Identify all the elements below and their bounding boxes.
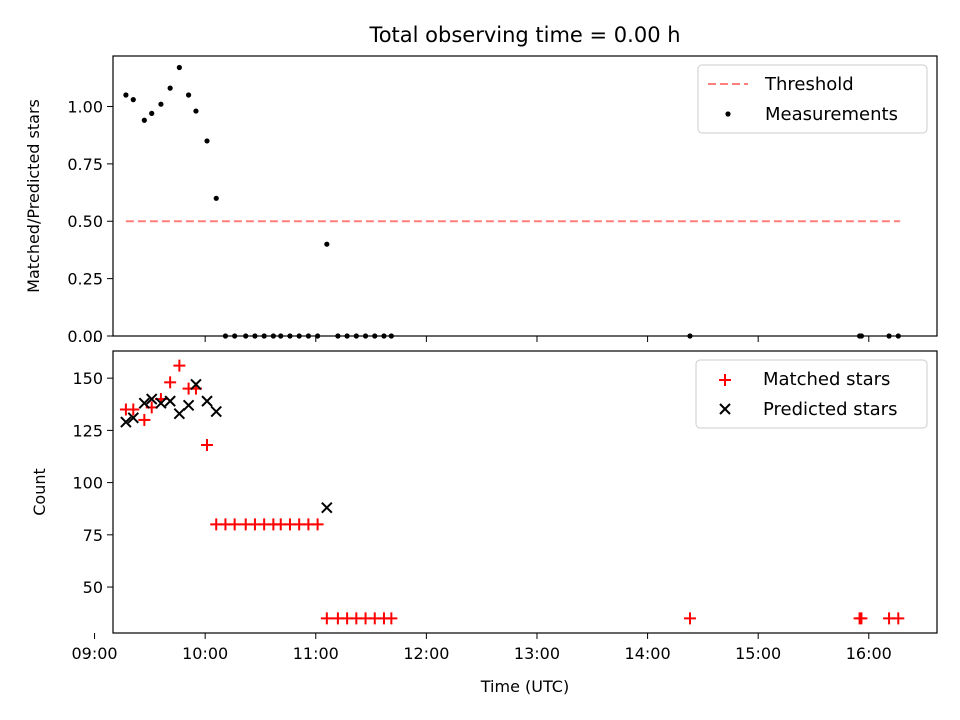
bottom-xtick-label: 09:00 <box>72 644 118 663</box>
bottom-xtick-label: 16:00 <box>846 644 892 663</box>
legend-threshold-label: Threshold <box>764 74 854 95</box>
measurement-point <box>335 333 341 339</box>
matched-star-point <box>164 376 177 389</box>
bottom-ytick-label: 50 <box>83 578 103 597</box>
measurement-point <box>687 333 693 339</box>
legend-measurements-label: Measurements <box>765 104 898 125</box>
bottom-ytick-label: 100 <box>72 474 103 493</box>
bottom-plot-frame <box>112 350 938 634</box>
measurement-point <box>388 333 394 339</box>
top-ytick-label: 1.00 <box>67 97 103 116</box>
top-ytick-label: 0.75 <box>67 155 103 174</box>
top-legend: Threshold Measurements <box>697 64 928 134</box>
predicted-star-point <box>173 407 186 420</box>
predicted-star-point <box>155 397 167 409</box>
measurement-point <box>222 333 229 339</box>
measurement-point <box>232 333 238 339</box>
matched-star-point <box>173 359 186 372</box>
measurement-point <box>176 64 182 71</box>
matched-star-point <box>683 612 696 625</box>
measurement-point <box>252 333 258 339</box>
measurement-point <box>324 241 330 247</box>
top-ylabel: Matched/Predicted stars <box>24 99 43 293</box>
top-ytick-label: 0.25 <box>67 270 103 289</box>
predicted-star-point <box>138 397 151 409</box>
bottom-xtick-label: 15:00 <box>735 644 781 663</box>
legend-measurements-dot <box>725 111 731 117</box>
measurement-point <box>381 333 387 339</box>
matched-star-point <box>228 518 241 531</box>
top-ytick-label: 0.00 <box>67 327 103 346</box>
measurement-point <box>130 97 136 103</box>
predicted-star-point <box>190 378 202 391</box>
measurement-point <box>344 333 350 339</box>
measurement-point <box>123 92 129 98</box>
matched-star-point <box>855 612 868 625</box>
measurement-point <box>158 101 164 107</box>
bottom-ytick-label: 125 <box>72 421 103 440</box>
measurement-point <box>204 138 210 144</box>
matched-star-point <box>385 612 398 625</box>
predicted-star-point <box>120 416 132 428</box>
bottom-xtick-label: 11:00 <box>293 644 339 663</box>
predicted-star-point <box>164 395 176 407</box>
predicted-star-point <box>321 501 333 514</box>
measurement-point <box>193 108 199 114</box>
predicted-star-point <box>201 395 213 407</box>
measurement-point <box>243 333 249 339</box>
measurement-point <box>167 85 173 91</box>
bottom-ylabel: Count <box>30 468 49 516</box>
measurement-point <box>213 195 219 201</box>
measurement-point <box>315 333 321 339</box>
bottom-ytick-label: 150 <box>72 369 103 388</box>
predicted-star-point <box>127 412 139 424</box>
bottom-xlabel: Time (UTC) <box>480 677 569 696</box>
measurement-point <box>261 333 267 339</box>
measurement-point <box>372 333 378 339</box>
bottom-ytick-label: 75 <box>83 526 103 545</box>
measurement-point <box>278 333 284 339</box>
matched-star-point <box>320 612 333 625</box>
measurement-point <box>353 333 359 339</box>
predicted-star-point <box>210 405 222 418</box>
measurement-point <box>185 92 192 98</box>
matched-star-point <box>127 403 140 416</box>
measurement-point <box>895 333 901 339</box>
bottom-legend: Matched stars Predicted stars <box>695 359 928 429</box>
bottom-xtick-label: 10:00 <box>182 644 228 663</box>
legend-matched-marker <box>719 374 731 386</box>
bottom-xtick-label: 14:00 <box>625 644 671 663</box>
chart-title: Total observing time = 0.00 h <box>368 23 680 47</box>
matched-star-point <box>892 612 905 625</box>
legend-predicted-label: Predicted stars <box>763 399 897 420</box>
measurement-point <box>362 333 369 339</box>
predicted-star-point <box>182 399 195 412</box>
measurement-point <box>287 333 293 339</box>
measurement-point <box>858 333 865 339</box>
bottom-legend-box <box>695 359 928 429</box>
measurement-point <box>270 333 276 339</box>
measurement-point <box>296 333 302 339</box>
top-ytick-label: 0.50 <box>67 212 103 231</box>
measurement-point <box>305 333 312 339</box>
top-plot-frame <box>112 55 938 337</box>
predicted-star-point <box>146 393 158 405</box>
measurement-point <box>886 333 892 339</box>
matched-star-point <box>138 413 151 426</box>
bottom-xtick-label: 13:00 <box>514 644 560 663</box>
measurement-point <box>149 110 155 116</box>
top-legend-box <box>697 64 928 134</box>
bottom-xtick-label: 12:00 <box>403 644 449 663</box>
matched-star-point <box>201 439 214 451</box>
legend-matched-label: Matched stars <box>763 369 890 390</box>
measurement-point <box>141 117 147 123</box>
legend-predicted-marker <box>719 403 731 415</box>
matched-star-point <box>311 518 324 531</box>
